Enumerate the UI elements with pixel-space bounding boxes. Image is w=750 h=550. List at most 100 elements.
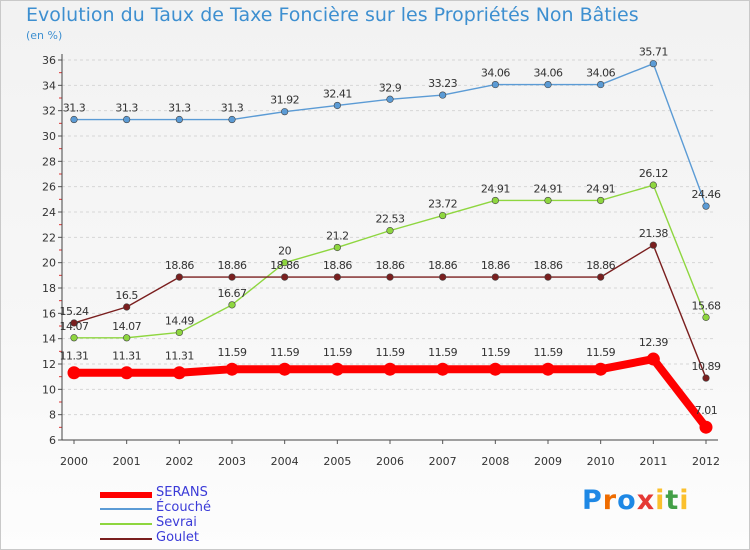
- y-tick-label: 24: [42, 206, 56, 219]
- logo-letter: r: [602, 485, 618, 516]
- data-label: 18.86: [165, 259, 194, 272]
- legend-swatch-ecouche: [100, 508, 152, 510]
- y-tick-label: 22: [42, 231, 56, 244]
- data-label: 34.06: [534, 67, 563, 80]
- legend-item-sevrai: Sevrai: [100, 515, 320, 532]
- y-tick-label: 28: [42, 155, 56, 168]
- proxiti-logo: Proxiti: [582, 485, 690, 516]
- x-tick-label: 2008: [481, 455, 509, 468]
- data-label: 21.38: [639, 227, 668, 240]
- legend-item-goulet: Goulet: [100, 530, 320, 547]
- data-label: 32.9: [379, 81, 402, 94]
- data-label: 14.07: [112, 320, 141, 333]
- data-label: 34.06: [586, 67, 615, 80]
- data-label: 15.24: [60, 305, 89, 318]
- data-label: 15.68: [692, 299, 721, 312]
- logo-letter: P: [582, 485, 603, 516]
- y-tick-label: 34: [42, 79, 56, 92]
- x-tick-label: 2011: [639, 455, 667, 468]
- data-label: 11.31: [165, 350, 194, 363]
- data-point: [175, 328, 183, 337]
- data-label: 11.31: [112, 350, 141, 363]
- data-point: [597, 196, 605, 205]
- data-point: [702, 313, 710, 321]
- data-label: 18.86: [270, 259, 299, 272]
- data-point: [70, 319, 78, 327]
- data-point: [70, 115, 78, 124]
- data-point: [439, 91, 447, 99]
- data-label: 18.86: [534, 259, 563, 272]
- data-point: [702, 374, 710, 382]
- x-tick-label: 2009: [534, 455, 562, 468]
- data-label: 24.91: [481, 182, 510, 195]
- data-point: [439, 211, 447, 220]
- legend-label-goulet: Goulet: [156, 530, 199, 545]
- data-label: 12.39: [639, 336, 668, 349]
- data-point: [544, 80, 552, 89]
- y-tick-label: 8: [49, 409, 56, 422]
- data-label: 18.86: [218, 259, 247, 272]
- chart-subtitle: (en %): [26, 29, 63, 42]
- x-tick-label: 2012: [692, 455, 720, 468]
- y-tick-label: 10: [42, 383, 56, 396]
- data-label: 24.91: [586, 182, 615, 195]
- data-label: 10.89: [692, 360, 721, 373]
- data-point: [123, 115, 131, 124]
- data-label: 11.59: [323, 346, 352, 359]
- x-tick-label: 2000: [60, 455, 88, 468]
- x-tick-label: 2005: [323, 455, 351, 468]
- data-label: 32.41: [323, 87, 352, 100]
- data-point: [333, 101, 341, 110]
- data-point: [330, 362, 344, 376]
- data-label: 14.07: [60, 320, 89, 333]
- data-point: [439, 273, 447, 281]
- data-point: [70, 334, 78, 342]
- data-label: 11.59: [586, 346, 615, 359]
- data-point: [67, 366, 81, 380]
- data-label: 11.31: [60, 350, 89, 363]
- data-label: 31.3: [221, 102, 244, 115]
- data-label: 7.01: [695, 404, 718, 417]
- data-point: [699, 420, 713, 434]
- data-point: [228, 273, 236, 281]
- data-label: 31.3: [63, 102, 86, 115]
- data-label: 33.23: [428, 77, 457, 90]
- data-point: [491, 273, 499, 281]
- x-tick-label: 2010: [587, 455, 615, 468]
- y-tick-label: 32: [42, 105, 56, 118]
- data-point: [491, 80, 499, 89]
- data-point: [544, 196, 552, 205]
- data-label: 11.59: [481, 346, 510, 359]
- data-point: [649, 241, 657, 249]
- x-tick-label: 2006: [376, 455, 404, 468]
- logo-letter: i: [679, 485, 690, 516]
- data-point: [594, 362, 608, 376]
- data-point: [225, 362, 239, 376]
- data-point: [278, 362, 292, 376]
- legend-swatch-serans: [100, 492, 152, 498]
- data-point: [436, 362, 450, 376]
- y-tick-label: 12: [42, 358, 56, 371]
- data-label: 11.59: [270, 346, 299, 359]
- data-point: [386, 95, 394, 103]
- data-point: [386, 227, 394, 235]
- data-point: [281, 108, 289, 116]
- y-tick-label: 18: [42, 282, 56, 295]
- legend-label-serans: SERANS: [156, 485, 208, 500]
- logo-letter: x: [636, 485, 656, 516]
- x-tick-label: 2004: [271, 455, 299, 468]
- data-point: [386, 273, 394, 281]
- logo-letter: t: [665, 485, 680, 516]
- data-label: 22.53: [376, 213, 405, 226]
- x-tick-label: 2002: [165, 455, 193, 468]
- data-point: [172, 366, 186, 380]
- x-tick-label: 2007: [429, 455, 457, 468]
- legend-label-sevrai: Sevrai: [156, 515, 197, 530]
- legend-item-ecouche: Écouché: [100, 500, 320, 517]
- logo-letter: o: [617, 485, 637, 516]
- data-point: [175, 115, 183, 124]
- data-label: 18.86: [481, 259, 510, 272]
- data-point: [123, 334, 131, 342]
- data-point: [120, 366, 134, 380]
